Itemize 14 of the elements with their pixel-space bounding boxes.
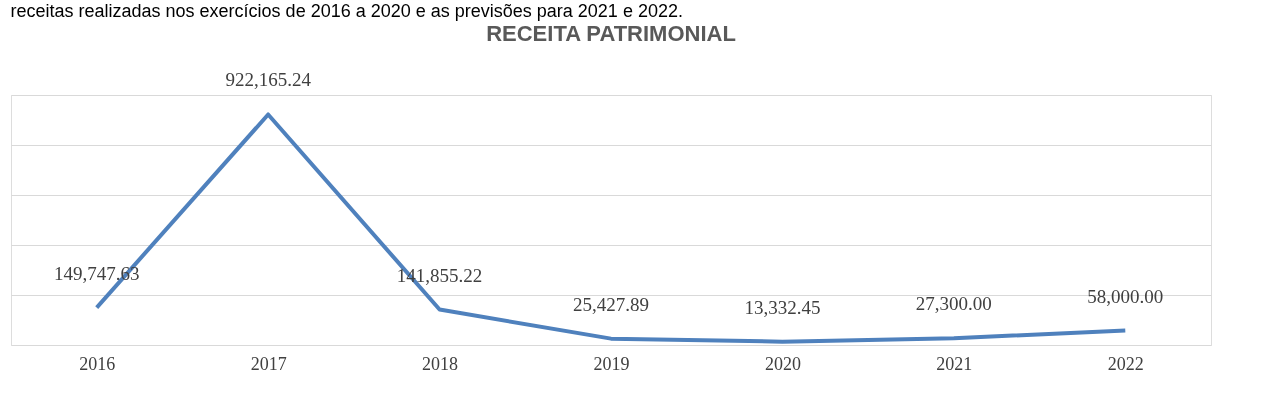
x-tick-label: 2020 [764, 353, 801, 374]
data-label: 58,000.00 [1087, 285, 1164, 307]
x-tick-label: 2022 [1107, 353, 1144, 374]
x-tick-label: 2017 [250, 353, 287, 374]
data-label: 25,427.89 [573, 293, 649, 315]
data-label: 27,300.00 [915, 293, 992, 315]
x-tick-label: 2018 [422, 353, 459, 374]
x-tick-label: 2016 [79, 353, 116, 374]
chart-title: RECEITA PATRIMONIAL [486, 21, 736, 47]
x-tick-label: 2019 [593, 353, 630, 374]
text: receitas realizadas nos exercícios de 2016 a 2020 e as previsões para 2021 e 2022. [10, 0, 683, 21]
data-label: 13,332.45 [744, 296, 821, 318]
x-tick-label: 2021 [936, 353, 973, 374]
data-label: 922,165.24 [225, 69, 312, 91]
